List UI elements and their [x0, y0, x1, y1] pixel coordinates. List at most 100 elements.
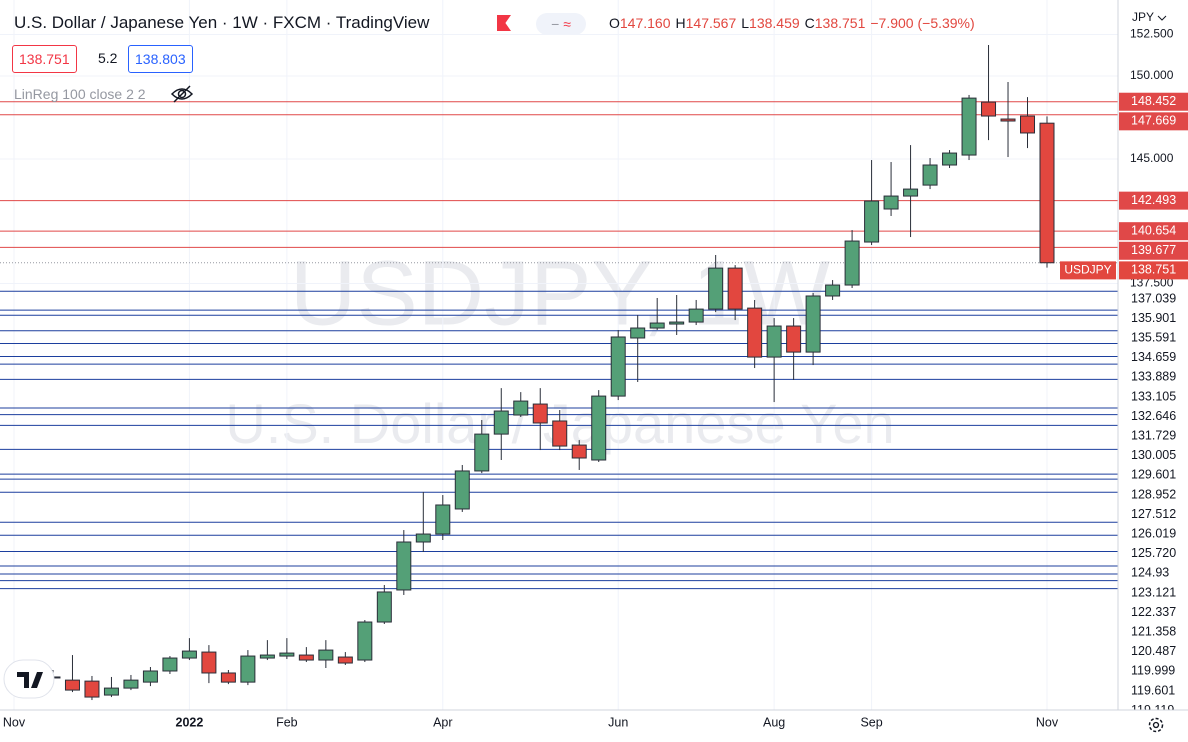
level-label: 132.646 [1131, 409, 1176, 423]
level-label-bg [1119, 92, 1188, 111]
level-label: 123.121 [1131, 585, 1176, 599]
candle-body [571, 444, 587, 459]
level-label: 124.93 [1131, 566, 1169, 580]
y-tick-label: 152.500 [1130, 27, 1174, 41]
ohlc-key: L [741, 15, 750, 31]
currency-label: JPY [1132, 10, 1154, 24]
visibility-icon[interactable] [170, 84, 194, 104]
level-label-bg [1119, 564, 1188, 583]
candle-body [649, 322, 665, 329]
level-label-bg [1119, 642, 1188, 661]
level-label: 129.601 [1131, 468, 1176, 482]
x-tick-label: Sep [860, 715, 882, 729]
tradingview-logo [3, 659, 55, 699]
candle-body [883, 195, 899, 210]
candle-body [903, 188, 919, 197]
indicator-label: LinReg 100 close 2 2 [14, 86, 146, 102]
bid-button[interactable]: 138.751 [12, 45, 77, 73]
settings-gear [1148, 717, 1164, 733]
level-label-bg [1119, 544, 1188, 563]
level-label-bg [1119, 603, 1188, 622]
flag-icon[interactable] [497, 15, 511, 31]
level-label: 137.039 [1131, 291, 1176, 305]
level-label: 135.901 [1131, 311, 1176, 325]
candle-body [1039, 122, 1055, 264]
candle-body [532, 403, 548, 424]
ohlc-value: 147.160 [619, 15, 671, 31]
level-label: 131.729 [1131, 428, 1176, 442]
settings-hub [1152, 721, 1160, 729]
level-label-bg [1119, 368, 1188, 387]
last-price-name: USDJPY [1064, 263, 1111, 277]
candle-body [415, 533, 431, 543]
candle-body [493, 410, 509, 435]
candle-body [103, 687, 119, 696]
candle-body [435, 504, 451, 535]
candle-body [279, 652, 295, 657]
candle-body [669, 321, 685, 325]
level-label: 140.654 [1131, 223, 1176, 237]
candle-body [552, 420, 568, 447]
settings-button[interactable] [1148, 717, 1164, 733]
level-label-bg [1119, 466, 1188, 485]
level-label-bg [1119, 387, 1188, 406]
candle-body [357, 621, 373, 661]
level-label-bg [1119, 485, 1188, 504]
ohlc-value: 147.567 [685, 15, 737, 31]
level-label: 147.669 [1131, 114, 1176, 128]
candle-body [981, 101, 997, 117]
candle-body [396, 541, 412, 591]
candle-body [961, 97, 977, 156]
level-label: 134.659 [1131, 350, 1176, 364]
candle-body [727, 267, 743, 310]
level-label-bg [1119, 348, 1188, 367]
candle-body [922, 164, 938, 186]
level-label-bg [1119, 525, 1188, 544]
last-price-tag-bg [1060, 261, 1116, 280]
x-tick-label: Feb [276, 715, 298, 729]
x-tick-label: Nov [3, 715, 26, 729]
level-label-bg [1119, 407, 1188, 426]
level-label: 127.512 [1131, 507, 1176, 521]
candle-body [298, 654, 314, 661]
candle-body [747, 307, 763, 358]
ask-button[interactable]: 138.803 [128, 45, 193, 73]
candle-body [591, 395, 607, 461]
y-tick-label: 145.000 [1130, 151, 1174, 165]
candle-body [201, 651, 217, 674]
ohlc-key: O [609, 15, 620, 31]
last-price-label: 138.751 [1131, 263, 1176, 277]
ohlc-key: H [675, 15, 686, 31]
level-label: 130.005 [1131, 448, 1176, 462]
level-label-bg [1119, 309, 1188, 328]
level-label-bg [1119, 289, 1188, 308]
level-label: 126.019 [1131, 526, 1176, 540]
level-label: 125.720 [1131, 546, 1176, 560]
level-label: 122.337 [1131, 605, 1176, 619]
level-label: 120.487 [1131, 644, 1176, 658]
symbol-title: U.S. Dollar / Japanese Yen · 1W · FXCM ·… [14, 13, 430, 32]
candle-body [1000, 118, 1016, 122]
level-label: 135.591 [1131, 330, 1176, 344]
level-label-bg [1119, 681, 1188, 700]
x-tick-label: Nov [1036, 715, 1059, 729]
currency-chevron [1157, 15, 1167, 21]
candle-body [513, 400, 529, 416]
candle-body [825, 284, 841, 297]
level-label-bg [1119, 222, 1188, 241]
candle-body [220, 672, 236, 683]
level-label-bg [1119, 446, 1188, 465]
candle-body [454, 470, 470, 510]
ohlc-key: C [804, 15, 815, 31]
candle-body [162, 657, 178, 672]
time-axis-bg [0, 710, 1188, 742]
ohlc-legend: O147.160 H147.567 L138.459 C138.751 −7.900 (… [604, 15, 975, 31]
ohlc-value: 138.751 [814, 15, 866, 31]
candle-body [805, 295, 821, 353]
compare-toggle[interactable]: − ≈ [536, 13, 586, 35]
change-value: −7.900 (−5.39%) [870, 15, 975, 31]
level-label: 142.493 [1131, 193, 1176, 207]
candle-body [240, 655, 256, 683]
